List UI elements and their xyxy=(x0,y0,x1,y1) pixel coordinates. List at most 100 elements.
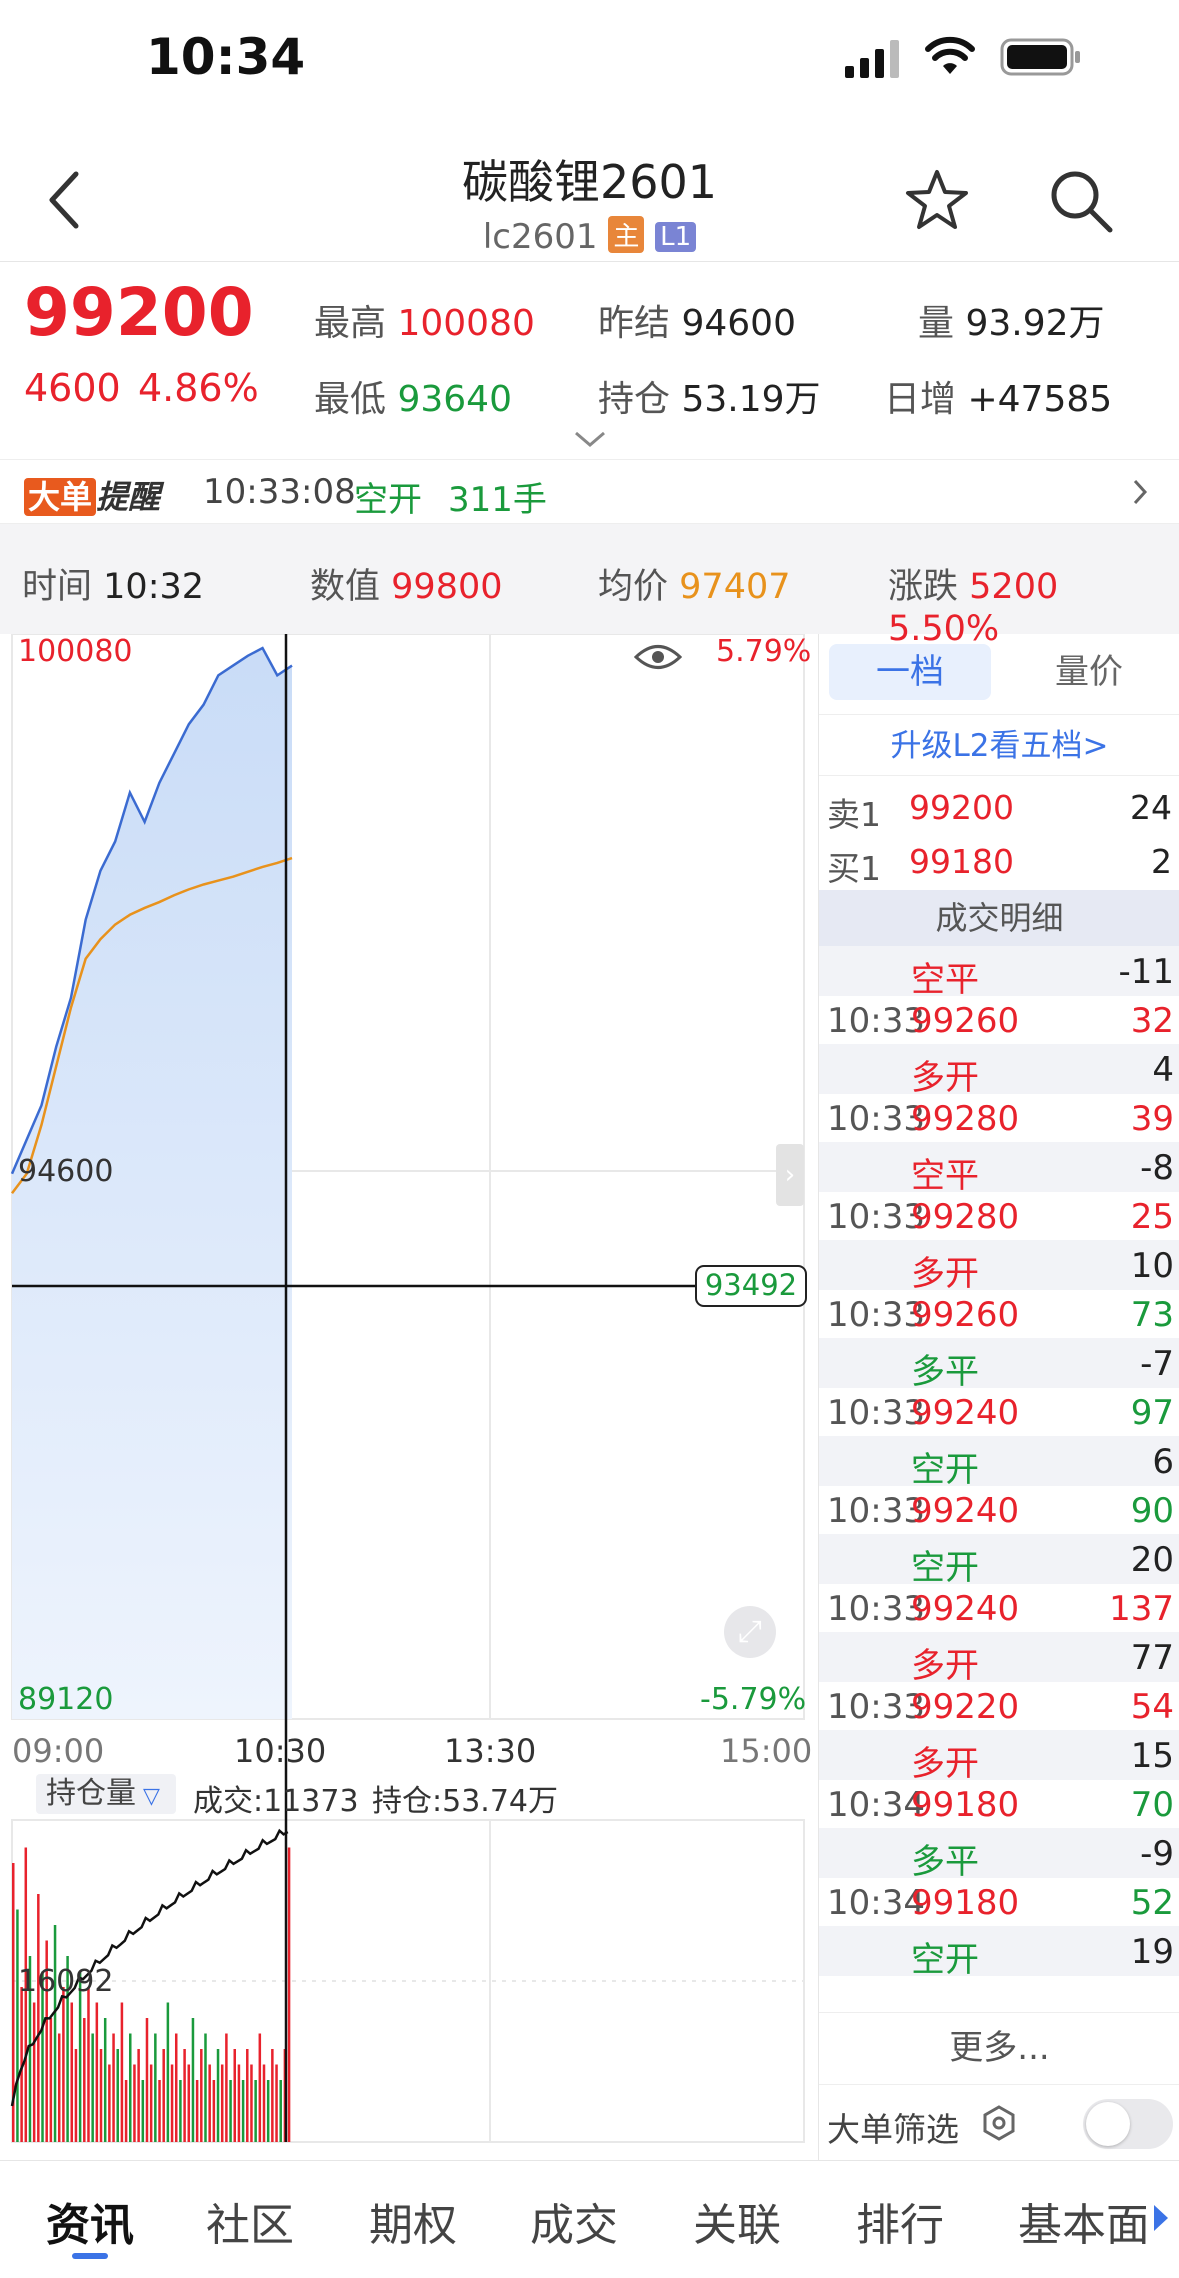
volume-bar xyxy=(216,2049,220,2142)
trade-price: 多开 xyxy=(911,1744,979,1784)
day-inc-value: +47585 xyxy=(967,379,1113,420)
trade-price: 99280 xyxy=(911,1197,1020,1237)
chart-collapse-handle[interactable]: › xyxy=(776,1144,804,1206)
volume-bar xyxy=(162,2049,165,2142)
book-tab-volprice[interactable]: 量价 xyxy=(1009,644,1169,700)
trade-price: 99180 xyxy=(911,1785,1020,1825)
trade-row: 多开 77 xyxy=(819,1632,1179,1686)
volume-bar xyxy=(12,1863,15,2142)
tab-trades[interactable]: 成交 xyxy=(530,2200,618,2251)
tab-options[interactable]: 期权 xyxy=(369,2200,457,2251)
page-title: 碳酸锂2601 xyxy=(461,155,718,209)
wifi-icon xyxy=(925,36,975,74)
volume-bar xyxy=(78,1971,82,2142)
low-label: 最低 xyxy=(314,379,387,420)
trade-list[interactable]: 空平 -11 10:33 99260 32 多开 4 10:33 99280 39 空平 -8 10:3… xyxy=(819,946,1179,2012)
prev-settle-label: 昨结 xyxy=(598,303,671,344)
volume-bar xyxy=(112,2033,115,2142)
tab-active-indicator xyxy=(72,2253,108,2259)
trade-row: 10:34 99180 52 xyxy=(819,1877,1179,1927)
big-order-alert[interactable]: 大单 提醒 10:33:08 空开 311手 xyxy=(0,460,1179,524)
cross-chg-value: 5200 xyxy=(969,567,1059,607)
chevron-right-icon xyxy=(1133,479,1148,505)
settings-hex-icon[interactable] xyxy=(981,2105,1017,2141)
vol-value: 93.92万 xyxy=(965,303,1105,344)
volume-bar xyxy=(53,1925,57,2142)
cross-avg-value: 97407 xyxy=(679,567,791,607)
sub-deal: 成交:11373 xyxy=(193,1784,359,1819)
chart-top-pct: 5.79% xyxy=(716,634,812,669)
tab-community[interactable]: 社区 xyxy=(206,2200,294,2251)
volume-bar xyxy=(179,2080,182,2142)
oi-value: 53.19万 xyxy=(681,379,821,420)
prev-settle-stat: 昨结 94600 xyxy=(598,294,796,346)
volume-bar xyxy=(120,2002,124,2142)
tab-related[interactable]: 关联 xyxy=(693,2200,781,2251)
tab-ranking[interactable]: 排行 xyxy=(856,2200,944,2251)
x-label-0900: 09:00 xyxy=(12,1732,105,1770)
quote-panel: 99200 4600 4.86% 最高 100080 最低 93640 昨结 9… xyxy=(0,262,1179,460)
trade-row: 多开 4 xyxy=(819,1044,1179,1098)
sub-indicator-selector[interactable]: 持仓量 ▽ xyxy=(36,1774,176,1814)
upgrade-l2-link[interactable]: 升级L2看五档> xyxy=(819,714,1179,776)
volume-bar xyxy=(237,2064,241,2142)
back-icon[interactable] xyxy=(44,170,84,230)
book-tab-level1[interactable]: 一档 xyxy=(829,644,991,700)
search-icon[interactable] xyxy=(1048,168,1114,234)
fullscreen-icon[interactable]: ⤢ xyxy=(724,1606,776,1658)
tab-fundamentals[interactable]: 基本面 xyxy=(1018,2200,1146,2251)
tab-news[interactable]: 资讯 xyxy=(46,2200,134,2251)
cross-time-value: 10:32 xyxy=(103,567,205,607)
ask-label: 卖1 xyxy=(827,795,881,834)
trade-row: 10:33 99240 90 xyxy=(819,1485,1179,1535)
sub-selector-label: 持仓量 xyxy=(46,1776,136,1811)
more-trades-link[interactable]: 更多... xyxy=(819,2012,1179,2082)
trade-price: 99220 xyxy=(911,1687,1020,1727)
volume-bar xyxy=(74,2049,78,2142)
trade-time: 10:34 xyxy=(827,1883,925,1923)
volume-bar xyxy=(129,2033,132,2142)
high-value: 100080 xyxy=(397,303,535,344)
trade-price: 空平 xyxy=(911,1156,979,1196)
detail-title: 成交明细 xyxy=(819,890,1179,946)
volume-bar xyxy=(32,2002,36,2142)
big-order-filter-toggle[interactable] xyxy=(1083,2099,1173,2149)
trade-qty: 32 xyxy=(1130,1001,1174,1041)
volume-bar xyxy=(279,2080,282,2142)
trade-qty: -8 xyxy=(1140,1148,1174,1188)
volume-bar xyxy=(49,2018,53,2142)
intraday-chart[interactable]: 93492 100080 5.79% 94600 › 89120 -5.79% … xyxy=(0,634,818,2160)
cursor-price-box xyxy=(695,1265,807,1307)
chart-svg[interactable]: 93492 xyxy=(0,634,818,2160)
trade-qty: 19 xyxy=(1130,1932,1174,1972)
trade-price: 空平 xyxy=(911,960,979,1000)
high-stat: 最高 100080 xyxy=(314,294,535,346)
change-pct: 4.86% xyxy=(138,366,259,410)
trade-qty: 73 xyxy=(1130,1295,1174,1335)
volume-bar xyxy=(99,2049,103,2142)
cross-value-label: 数值 xyxy=(310,567,381,607)
trade-time: 10:34 xyxy=(827,1785,925,1825)
trade-qty: 97 xyxy=(1130,1393,1174,1433)
star-icon[interactable] xyxy=(905,168,969,232)
price-line xyxy=(10,646,293,1175)
volume-bar xyxy=(87,1987,90,2142)
volume-bar xyxy=(133,2064,136,2142)
trade-row: 多平 -7 xyxy=(819,1338,1179,1392)
cross-time-label: 时间 xyxy=(22,567,93,607)
trade-row: 空平 -11 xyxy=(819,946,1179,1000)
bid-price: 99180 xyxy=(909,842,1014,881)
contract-code: lc2601 xyxy=(482,217,598,257)
volume-bar xyxy=(174,2033,178,2142)
sub-level-label: 16092 xyxy=(18,1964,114,1999)
chart-plot xyxy=(10,646,293,1719)
volume-bar xyxy=(266,2080,270,2142)
eye-icon[interactable] xyxy=(634,642,682,672)
cross-time: 时间 10:32 xyxy=(22,558,204,609)
volume-bar xyxy=(229,2080,232,2142)
alert-tag-remind: 提醒 xyxy=(96,478,161,516)
volume-bar xyxy=(241,2080,245,2142)
scroll-right-icon[interactable] xyxy=(1152,2203,1170,2233)
low-value: 93640 xyxy=(397,379,512,420)
expand-chevron-icon[interactable] xyxy=(574,430,606,448)
